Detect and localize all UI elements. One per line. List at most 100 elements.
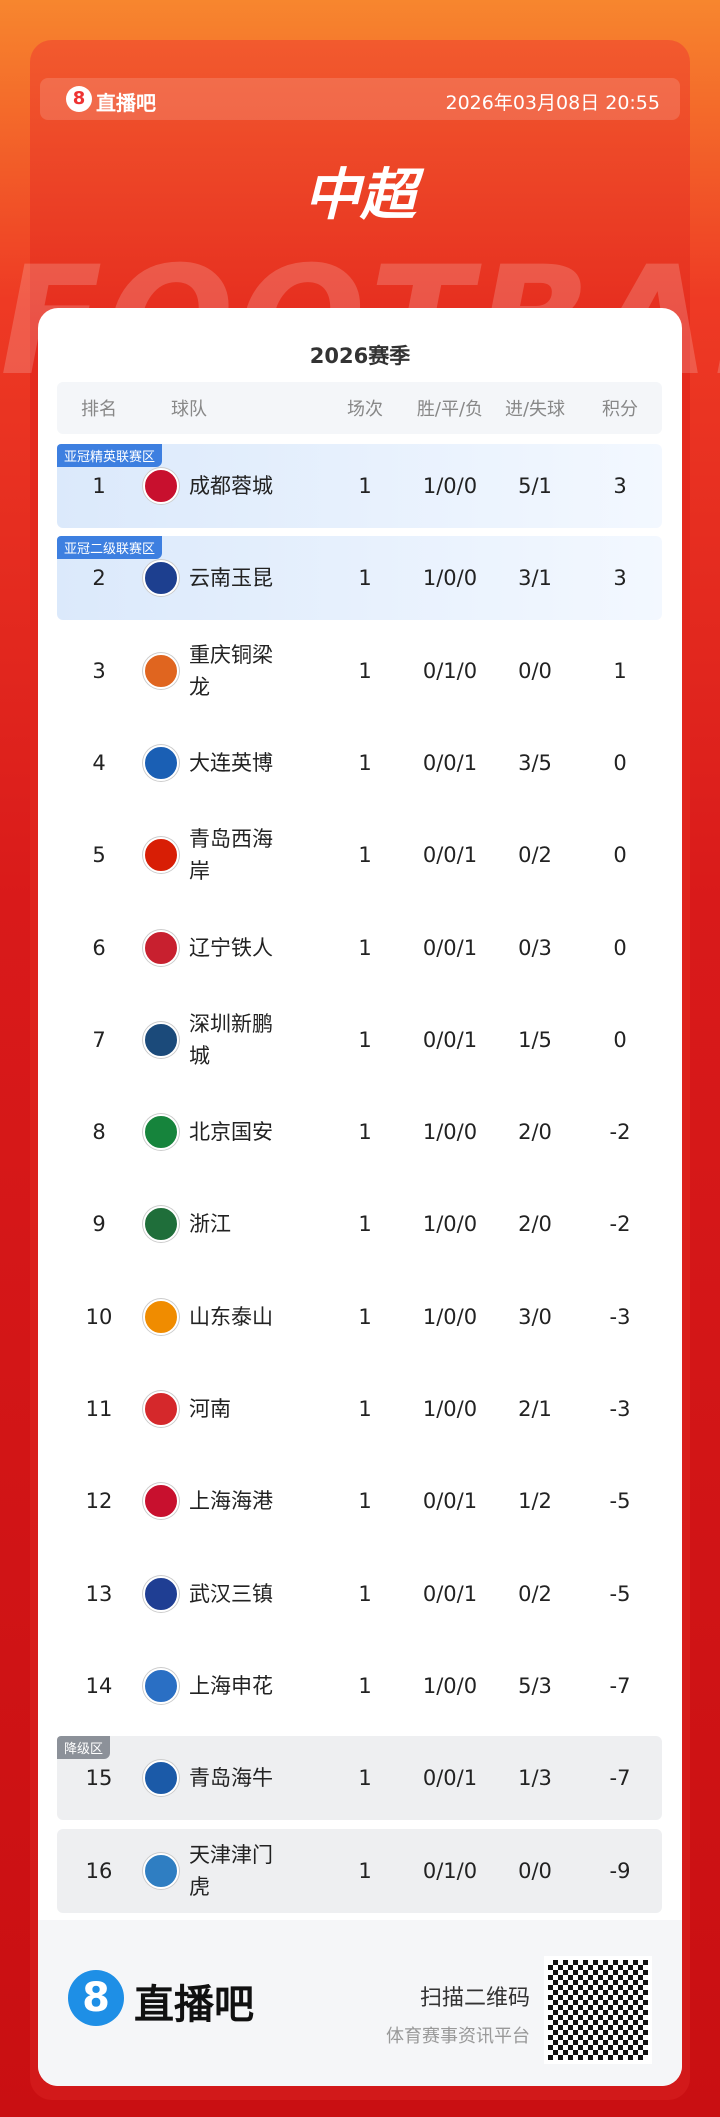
team: 上海海港	[189, 1489, 273, 1514]
team: 上海申花	[189, 1673, 273, 1698]
rank: 7	[92, 1027, 106, 1052]
column-header: 场次	[347, 399, 383, 420]
team-logo	[143, 1391, 179, 1427]
goals: 1/5	[518, 1027, 552, 1052]
card: 2026赛季 排名 球队 场次 胜/平/负 进/失球 积分 亚冠精英联赛区 1 成都蓉城 1 1/0…	[38, 308, 682, 2086]
team: 山东泰山	[189, 1304, 273, 1329]
points: -5	[609, 1489, 631, 1514]
goals: 3/5	[518, 750, 552, 775]
goals: 1/3	[518, 1766, 552, 1791]
goals: 0/2	[518, 843, 552, 868]
rank: 6	[92, 935, 106, 960]
team: 天津津门虎	[189, 1842, 273, 1899]
footer-brand: 直播吧	[134, 1982, 254, 2028]
brand: 直播吧	[96, 91, 156, 115]
goals: 5/1	[518, 474, 552, 498]
team: 浙江	[189, 1212, 231, 1237]
played: 1	[358, 843, 372, 868]
team-logo	[143, 1667, 179, 1704]
wdl: 1/0/0	[422, 1397, 478, 1421]
played: 1	[358, 1766, 372, 1791]
points: -9	[609, 1858, 631, 1883]
team: 辽宁铁人	[189, 935, 273, 960]
wdl: 1/0/0	[422, 566, 478, 591]
team-logo	[143, 468, 179, 504]
wdl: 0/0/1	[422, 935, 478, 960]
points: 0	[613, 750, 627, 775]
goals: 5/3	[518, 1673, 552, 1698]
table: 排名 球队 场次 胜/平/负 进/失球 积分 亚冠精英联赛区 1 成都蓉城 1 1/0/0 5/1 3 亚…	[38, 308, 682, 2086]
team-logo	[143, 1021, 179, 1058]
wdl: 0/0/1	[422, 1581, 478, 1606]
footer-subtitle: 体育赛事资讯平台	[386, 2026, 530, 2047]
team-logo	[143, 1852, 179, 1889]
team: 武汉三镇	[189, 1581, 273, 1606]
rank: 15	[85, 1766, 113, 1791]
points: -2	[609, 1120, 631, 1145]
wdl: 1/0/0	[422, 1673, 478, 1698]
played: 1	[358, 1120, 372, 1145]
goals: 2/0	[518, 1120, 552, 1145]
points: -7	[609, 1766, 631, 1791]
wdl: 0/0/1	[422, 843, 478, 868]
points: 0	[613, 935, 627, 960]
goals: 1/2	[518, 1489, 552, 1514]
rank: 16	[85, 1858, 113, 1883]
played: 1	[358, 1858, 372, 1883]
column-header: 胜/平/负	[416, 399, 484, 420]
wdl: 1/0/0	[422, 1212, 478, 1237]
zone-tag: 降级区	[57, 1736, 111, 1760]
zone-tag: 亚冠二级联赛区	[57, 536, 163, 560]
goals: 0/0	[518, 1858, 552, 1883]
team-logo	[143, 1760, 179, 1797]
wdl: 0/0/1	[422, 1766, 478, 1791]
points: -3	[609, 1304, 631, 1329]
footer: 8 直播吧 扫描二维码 体育赛事资讯平台	[38, 1920, 682, 2086]
points: -3	[609, 1397, 631, 1421]
team-logo	[143, 1575, 179, 1612]
datetime: 2026年03月08日 20:55	[445, 92, 660, 114]
scan-text: 扫描二维码	[419, 1986, 530, 2011]
team: 重庆铜梁龙	[189, 642, 273, 699]
title: 中超	[304, 163, 416, 228]
qr-code	[544, 1956, 652, 2064]
rank: 8	[92, 1120, 106, 1145]
qr-pattern	[548, 1960, 648, 2060]
team-logo	[143, 1483, 179, 1520]
team-logo	[143, 1298, 179, 1335]
rank: 4	[92, 750, 106, 775]
rank: 12	[85, 1489, 113, 1514]
rank: 1	[92, 474, 106, 498]
played: 1	[358, 1673, 372, 1698]
rank: 2	[92, 566, 106, 591]
rank: 13	[85, 1581, 113, 1606]
column-header: 积分	[602, 399, 638, 420]
header-bar: 8 直播吧 2026年03月08日 20:55	[40, 78, 680, 120]
points: 1	[613, 658, 627, 683]
goals: 0/3	[518, 935, 552, 960]
goals: 2/1	[518, 1397, 552, 1421]
brand-icon: 8	[66, 86, 92, 112]
team: 河南	[189, 1397, 231, 1421]
footer-icon: 8	[68, 1970, 124, 2026]
team: 成都蓉城	[189, 474, 273, 498]
wdl: 0/1/0	[422, 658, 478, 683]
played: 1	[358, 1212, 372, 1237]
team: 青岛西海岸	[189, 827, 273, 884]
wdl: 0/0/1	[422, 1489, 478, 1514]
team-logo	[143, 1206, 179, 1243]
wdl: 0/0/1	[422, 750, 478, 775]
zone-tag: 亚冠精英联赛区	[57, 444, 163, 467]
rank: 10	[85, 1304, 113, 1329]
team-logo	[143, 1114, 179, 1151]
points: 3	[613, 566, 627, 591]
team: 云南玉昆	[189, 566, 273, 591]
points: 0	[613, 843, 627, 868]
goals: 3/1	[518, 566, 552, 591]
points: 3	[613, 474, 627, 498]
team-logo	[143, 837, 179, 874]
played: 1	[358, 750, 372, 775]
wdl: 1/0/0	[422, 1120, 478, 1145]
team-logo	[143, 744, 179, 781]
